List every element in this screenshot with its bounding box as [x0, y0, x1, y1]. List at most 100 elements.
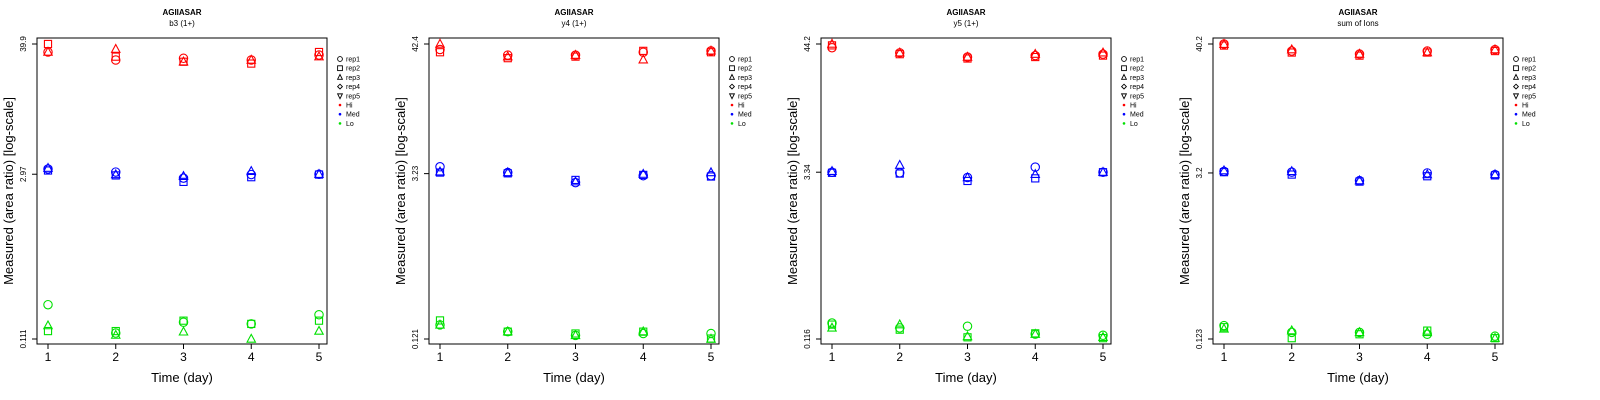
legend-label: rep2 — [738, 66, 752, 73]
legend-item: Hi — [1122, 103, 1137, 110]
legend-marker — [729, 65, 735, 72]
legend-label: rep3 — [1522, 75, 1536, 82]
x-tick-label: 5 — [1492, 350, 1499, 364]
data-point — [1031, 174, 1040, 183]
chart-title: AGIIASAR — [554, 8, 593, 17]
legend-label: rep2 — [346, 66, 360, 73]
legend-label: rep5 — [346, 93, 360, 100]
x-tick-label: 5 — [1100, 350, 1107, 364]
y-tick-label: 0.116 — [803, 329, 812, 349]
series-lo-rep3 — [434, 319, 717, 343]
data-point — [246, 54, 257, 64]
x-tick-label: 4 — [1424, 350, 1431, 364]
series-lo-rep2 — [1219, 323, 1500, 343]
data-point — [705, 166, 717, 177]
legend-item: rep5 — [1512, 93, 1536, 100]
legend-marker — [1513, 65, 1519, 72]
data-point — [962, 171, 973, 182]
legend: rep1 rep2 rep3 rep4 rep5 Hi Med Lo — [336, 56, 360, 128]
data-point — [502, 325, 513, 336]
series-lo-rep1 — [1219, 320, 1500, 341]
legend-marker — [1512, 93, 1520, 100]
legend-label: Hi — [738, 103, 745, 110]
legend-marker — [337, 65, 343, 72]
x-tick-label: 4 — [248, 350, 255, 364]
data-point — [1489, 332, 1501, 342]
data-point — [111, 55, 121, 65]
data-point — [705, 45, 717, 55]
plot-frame — [820, 37, 1112, 345]
data-point — [502, 50, 513, 61]
data-point — [111, 326, 120, 336]
data-point — [314, 170, 324, 179]
data-point — [962, 51, 973, 61]
legend-item: Lo — [338, 121, 354, 128]
legend-item: rep5 — [336, 93, 360, 100]
legend-item: rep4 — [336, 83, 360, 91]
legend-label: rep3 — [346, 75, 360, 82]
legend-label: rep1 — [346, 57, 360, 64]
data-point — [1218, 323, 1230, 333]
y-tick-label: 3.34 — [803, 164, 812, 180]
legend-marker — [337, 56, 343, 62]
data-point — [1286, 165, 1297, 176]
legend-item: rep4 — [728, 83, 752, 91]
chart-panel-3: AGIIASAR y5 (1+) 1 2 3 4 5 Time (day) 0.116 3.34 4… — [785, 8, 1144, 385]
data-point — [1097, 166, 1109, 176]
data-point — [638, 47, 648, 57]
legend-item: rep4 — [1512, 83, 1536, 91]
data-point — [1030, 48, 1041, 58]
data-point — [1030, 168, 1041, 179]
y-tick-label: 0.121 — [411, 328, 420, 349]
data-point — [110, 43, 121, 53]
legend-label: rep4 — [346, 84, 360, 91]
legend-label: rep4 — [1130, 84, 1144, 91]
data-point — [110, 168, 121, 179]
data-point — [638, 325, 649, 336]
legend-marker — [729, 56, 735, 62]
y-axis-label: Measured (area ratio) [log-scale] — [785, 97, 800, 285]
legend-label: rep5 — [738, 93, 752, 100]
y-tick-label: 42.4 — [411, 36, 420, 52]
legend-marker — [1512, 83, 1520, 90]
data-point — [178, 55, 189, 66]
legend-marker — [730, 112, 734, 116]
data-point — [43, 164, 53, 174]
legend-label: rep1 — [1522, 57, 1536, 64]
data-point — [111, 52, 120, 61]
legend-label: Lo — [1522, 121, 1530, 128]
legend-marker — [338, 112, 342, 116]
data-point — [1286, 43, 1297, 54]
legend-label: Med — [1130, 112, 1144, 119]
x-axis-label: Time (day) — [935, 370, 997, 385]
x-tick-label: 3 — [964, 350, 971, 364]
data-point — [179, 316, 188, 325]
data-point — [42, 46, 54, 56]
data-point — [1489, 168, 1501, 179]
data-point — [1489, 43, 1501, 54]
data-point — [1422, 326, 1433, 337]
series-hi-rep1 — [435, 44, 716, 60]
data-point — [179, 177, 188, 186]
data-point — [178, 53, 189, 64]
data-point — [178, 317, 189, 328]
y-tick-label: 3.23 — [411, 165, 420, 181]
chart-subtitle: sum of Ions — [1337, 19, 1378, 28]
legend: rep1 rep2 rep3 rep4 rep5 Hi Med Lo — [1120, 56, 1144, 128]
legend-marker — [336, 93, 344, 100]
legend-marker — [1514, 122, 1518, 125]
data-point — [894, 318, 905, 329]
legend-item: rep1 — [729, 56, 752, 64]
chart-title: AGIIASAR — [1338, 8, 1377, 17]
x-axis-label: Time (day) — [543, 370, 605, 385]
legend-marker — [728, 83, 736, 90]
legend-label: Lo — [738, 121, 746, 128]
legend-item: rep3 — [1120, 73, 1144, 82]
data-point — [706, 328, 716, 339]
x-axis-label: Time (day) — [1327, 370, 1389, 385]
legend-item: rep2 — [1121, 65, 1144, 73]
data-point — [1490, 331, 1500, 341]
series-med-rep3 — [1218, 164, 1501, 185]
series-hi-rep3 — [434, 38, 717, 64]
data-point — [1286, 324, 1297, 335]
